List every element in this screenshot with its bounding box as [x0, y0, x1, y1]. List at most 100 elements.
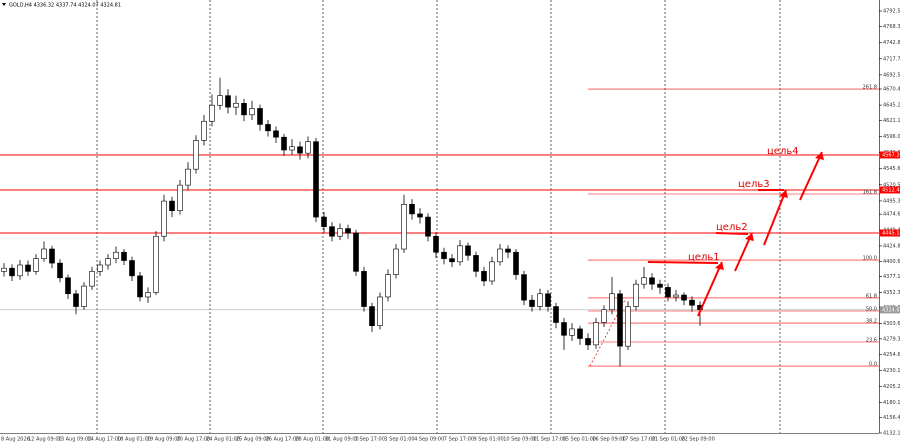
candle-body [137, 275, 143, 298]
fib-label: 61.8 [866, 293, 877, 299]
y-tick-label: 4254.60 [883, 352, 900, 358]
candle-body [49, 248, 55, 264]
candle-body [673, 294, 679, 298]
candle-body [609, 293, 615, 311]
x-tick-label: 31 Aug 09:00 [325, 437, 359, 443]
candle-body [225, 95, 231, 108]
candle-body [329, 226, 335, 237]
x-tick-label: 20 Aug 17:00 [177, 437, 211, 443]
x-tick-label: 13 Aug 09:00 [58, 437, 92, 443]
candle-body [97, 264, 103, 272]
candle-body [601, 309, 607, 323]
candle-body [249, 108, 255, 116]
annotation: цель3 [738, 179, 770, 190]
y-tick-label: 4692.55 [883, 72, 900, 78]
candle-body [361, 271, 367, 307]
candle-body [617, 293, 623, 347]
x-tick-label: 17 Sep 17:00 [622, 437, 655, 443]
current-price-box [880, 306, 900, 314]
candle-body [585, 338, 591, 346]
arrow [715, 232, 749, 235]
candle-body [353, 232, 359, 272]
x-tick-label: 9 Sep 01:00 [474, 437, 504, 443]
candle-body [41, 248, 47, 259]
period-separators [96, 0, 781, 433]
candle-body [689, 299, 695, 306]
candle-body [473, 255, 479, 272]
candle-body [233, 103, 239, 108]
fib-anchor [589, 299, 626, 367]
candle-body [25, 264, 31, 272]
chart-title: GOLD,H4 4336.32 4337.74 4324.07 4324.81 [9, 3, 121, 9]
y-tick-label: 4205.25 [883, 384, 900, 390]
candle-body [497, 248, 503, 263]
x-tick-label: 8 Aug 2026 [1, 437, 30, 443]
candle-body [377, 296, 383, 327]
candle-body [505, 248, 511, 253]
y-tick-label: 4352.35 [883, 290, 900, 296]
x-tick-label: 10 Sep 09:00 [503, 437, 536, 443]
x-tick-label: 19 Aug 09:00 [147, 437, 181, 443]
candle-body [345, 228, 351, 234]
y-tick-label: 4474.60 [883, 212, 900, 218]
candle-body [425, 216, 431, 237]
fib-label: 261.8 [863, 85, 877, 91]
candle-body [625, 306, 631, 347]
arrow [763, 189, 787, 246]
x-tick-label: 21 Sep 01:00 [652, 437, 685, 443]
y-tick-label: 4400.60 [883, 259, 900, 265]
candle-body [433, 235, 439, 253]
x-tick-label: 18 Aug 01:00 [117, 437, 151, 443]
candle-body [9, 267, 15, 277]
x-tick-label: 16 Sep 09:00 [592, 437, 625, 443]
y-tick-label: 4495.30 [883, 198, 900, 204]
candle-body [265, 124, 271, 132]
candle-body [553, 306, 559, 323]
candle-body [177, 184, 183, 211]
annotation: цель1 [688, 252, 720, 263]
candle-body [257, 108, 263, 125]
candle-body [369, 306, 375, 327]
candle-body [305, 141, 311, 154]
x-tick-label: 12 Aug 09:00 [28, 437, 62, 443]
y-tick-label: 4596.00 [883, 134, 900, 140]
y-tick-label: 4742.85 [883, 40, 900, 46]
y-tick-label: 4180.10 [883, 400, 900, 406]
y-tick-label: 4377.15 [883, 274, 900, 280]
x-tick-label: 26 Aug 17:00 [266, 437, 300, 443]
candle-body [489, 261, 495, 282]
candle-body [89, 271, 95, 287]
x-tick-label: 22 Sep 09:00 [681, 437, 714, 443]
annotation: цель2 [716, 222, 748, 233]
candle-body [121, 251, 127, 261]
candle-body [681, 294, 687, 301]
candle-body [1, 267, 7, 272]
candle-body [113, 251, 119, 259]
candle-body [81, 285, 87, 307]
candle-body [169, 200, 175, 211]
candle-body [529, 299, 535, 307]
candle-body [65, 277, 71, 295]
candle-body [641, 277, 647, 285]
candle-body [577, 328, 583, 339]
arrowhead [745, 233, 754, 241]
fib-label: 161.8 [863, 190, 877, 196]
candle-body [289, 146, 295, 151]
arrow [647, 261, 719, 264]
candle-body [185, 168, 191, 186]
candle-body [481, 271, 487, 282]
candle-body [385, 274, 391, 298]
annotation: цель4 [767, 146, 799, 157]
candle-body [33, 258, 39, 272]
candle-body [449, 258, 455, 263]
candle-body [465, 245, 471, 256]
y-tick-label: 4303.65 [883, 321, 900, 327]
x-tick-label: 4 Sep 09:00 [414, 437, 444, 443]
y-tick-label: 4279.35 [883, 336, 900, 342]
candle-body [105, 258, 111, 266]
level-label: 4512.40 [882, 187, 900, 193]
y-tick-label: 4621.15 [883, 118, 900, 124]
arrowhead [815, 152, 824, 160]
